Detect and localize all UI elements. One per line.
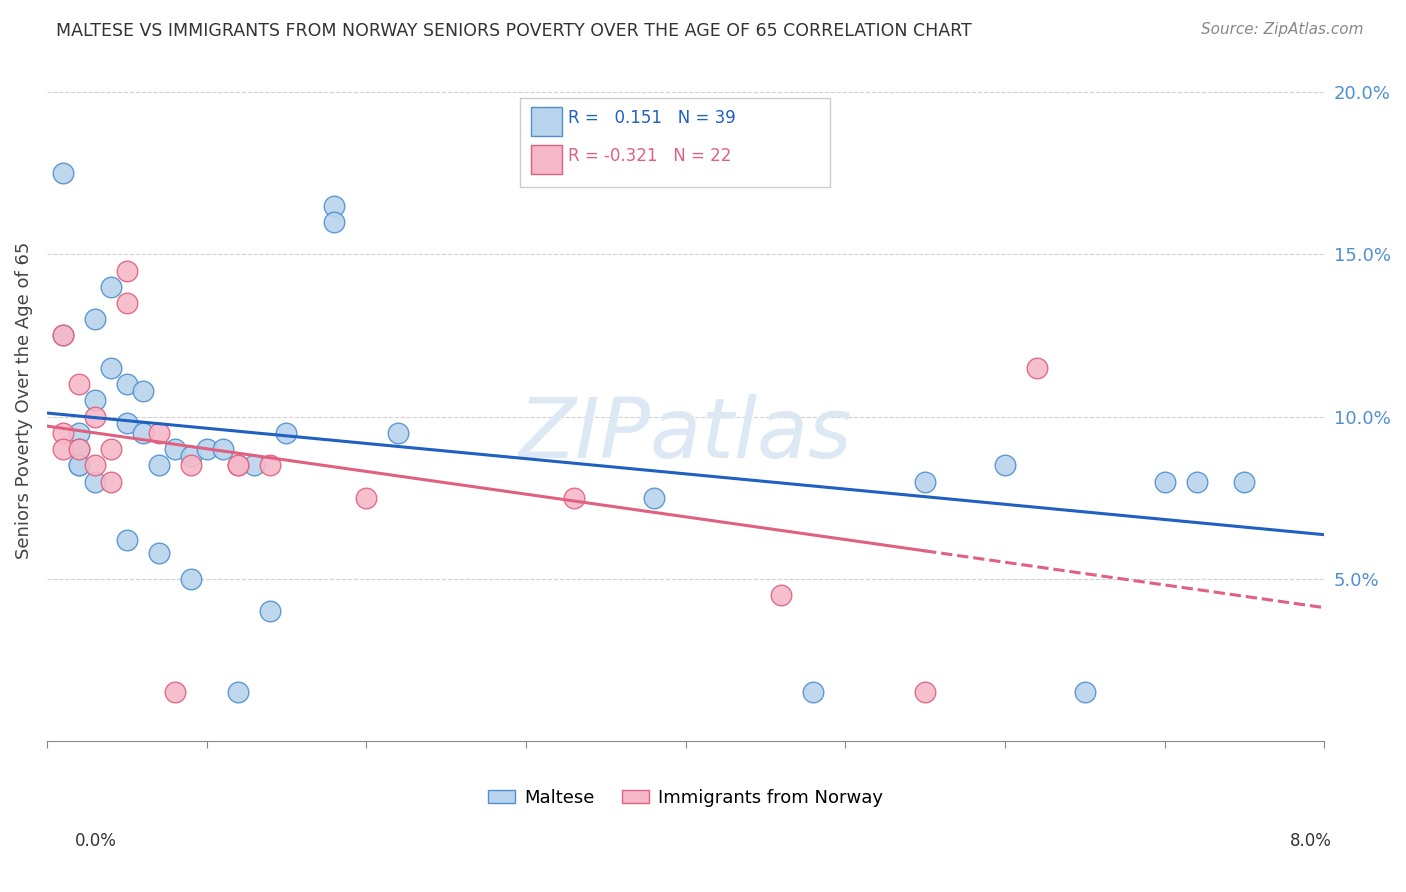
Point — [180, 572, 202, 586]
Point — [323, 199, 346, 213]
Point — [83, 475, 105, 489]
Point — [100, 280, 122, 294]
Point — [52, 328, 75, 343]
Text: MALTESE VS IMMIGRANTS FROM NORWAY SENIORS POVERTY OVER THE AGE OF 65 CORRELATION: MALTESE VS IMMIGRANTS FROM NORWAY SENIOR… — [56, 22, 972, 40]
Point — [115, 533, 138, 547]
Point — [52, 328, 75, 343]
Point — [228, 458, 250, 473]
Point — [259, 604, 281, 618]
Text: ZIPatlas: ZIPatlas — [519, 394, 852, 475]
Point — [52, 425, 75, 440]
Y-axis label: Seniors Poverty Over the Age of 65: Seniors Poverty Over the Age of 65 — [15, 242, 32, 559]
Point — [914, 685, 936, 699]
Point — [1233, 475, 1256, 489]
Point — [801, 685, 824, 699]
Point — [67, 442, 90, 456]
Point — [914, 475, 936, 489]
Point — [1074, 685, 1097, 699]
Point — [115, 416, 138, 430]
Point — [228, 685, 250, 699]
Point — [180, 449, 202, 463]
Point — [115, 296, 138, 310]
Point — [148, 546, 170, 560]
Text: 0.0%: 0.0% — [75, 831, 117, 849]
Point — [180, 458, 202, 473]
Point — [243, 458, 266, 473]
Point — [163, 685, 186, 699]
Point — [100, 360, 122, 375]
Text: 8.0%: 8.0% — [1289, 831, 1331, 849]
Point — [195, 442, 218, 456]
Point — [83, 312, 105, 326]
Point — [83, 458, 105, 473]
Point — [115, 263, 138, 277]
Point — [67, 458, 90, 473]
Point — [1025, 360, 1047, 375]
Point — [643, 491, 665, 505]
Point — [387, 425, 409, 440]
Point — [148, 458, 170, 473]
Point — [163, 442, 186, 456]
Text: R = -0.321   N = 22: R = -0.321 N = 22 — [568, 147, 731, 165]
Text: Source: ZipAtlas.com: Source: ZipAtlas.com — [1201, 22, 1364, 37]
Point — [259, 458, 281, 473]
Point — [52, 442, 75, 456]
Point — [148, 425, 170, 440]
Point — [52, 166, 75, 180]
Point — [1185, 475, 1208, 489]
Legend: Maltese, Immigrants from Norway: Maltese, Immigrants from Norway — [481, 781, 890, 814]
Point — [1153, 475, 1175, 489]
Point — [354, 491, 377, 505]
Point — [115, 377, 138, 392]
Point — [100, 442, 122, 456]
Point — [67, 442, 90, 456]
Point — [83, 409, 105, 424]
Point — [131, 425, 153, 440]
Point — [67, 425, 90, 440]
Point — [131, 384, 153, 398]
Point — [276, 425, 298, 440]
Point — [994, 458, 1017, 473]
Text: R =   0.151   N = 39: R = 0.151 N = 39 — [568, 109, 735, 127]
Point — [67, 377, 90, 392]
Point — [211, 442, 233, 456]
Point — [562, 491, 585, 505]
Point — [67, 458, 90, 473]
Point — [100, 475, 122, 489]
Point — [228, 458, 250, 473]
Point — [83, 393, 105, 408]
Point — [770, 588, 793, 602]
Point — [595, 150, 617, 164]
Point — [323, 215, 346, 229]
